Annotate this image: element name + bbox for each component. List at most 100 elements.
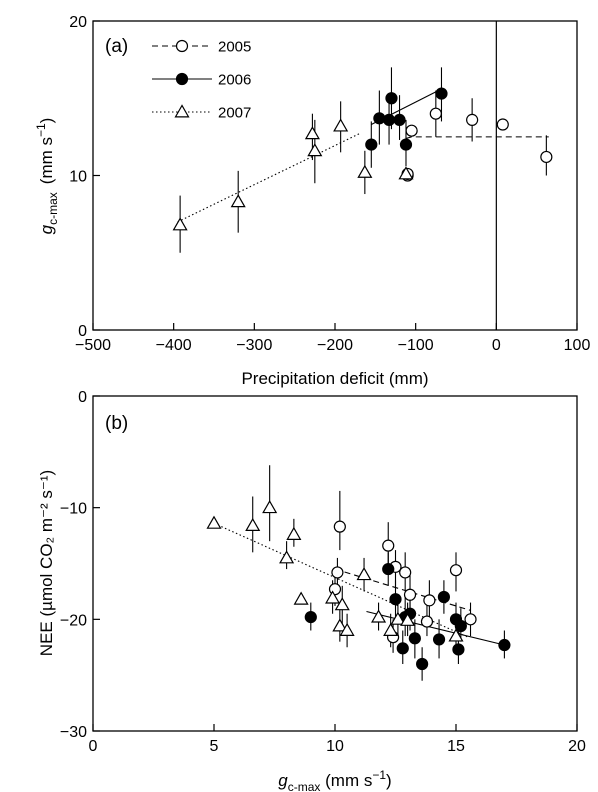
data-point-2006 [365, 138, 378, 151]
panel-a-x-ticks: −500 −400 −300 −200 −100 0 100 [75, 323, 590, 354]
x-tick-label: −200 [317, 337, 353, 354]
data-point-2007 [390, 611, 406, 625]
x-tick-label: 5 [210, 738, 219, 755]
data-point-2007 [172, 217, 188, 231]
panel-a-x-axis-label: Precipitation deficit (mm) [241, 369, 428, 388]
panel-b-x-ticks: 0 5 10 15 20 [89, 724, 586, 755]
panel-b-y-ticks: −30 −20 −10 0 [60, 389, 100, 741]
data-point-2007 [371, 609, 387, 623]
data-point-2006 [416, 657, 429, 671]
data-point-2005 [405, 124, 418, 137]
legend-label-2006: 2006 [218, 72, 251, 89]
data-point-2005 [464, 613, 477, 626]
data-point-2007 [356, 566, 372, 581]
data-point-2006 [452, 643, 465, 656]
legend-marker-2007 [174, 104, 190, 118]
data-point-2005 [399, 566, 412, 579]
data-point-2005 [420, 615, 434, 628]
data-point-2005 [333, 520, 346, 533]
data-point-2007 [279, 550, 295, 564]
x-tick-label: 0 [89, 738, 98, 755]
data-point-2006 [382, 562, 395, 576]
y-tick-label: 10 [69, 169, 87, 186]
data-point-2007 [286, 526, 302, 540]
panel-b-label: (b) [105, 413, 128, 434]
fit-line-2006 [366, 610, 505, 646]
data-point-2007 [293, 591, 309, 605]
x-tick-label: 0 [492, 337, 501, 354]
legend-label-2005: 2005 [218, 39, 251, 56]
panel-b-plot-frame [92, 395, 578, 732]
panel-b-x-axis-label: gc-max (mm s−1) [278, 768, 391, 792]
data-point-2006 [408, 632, 421, 645]
x-tick-label: 15 [447, 738, 465, 755]
panel-a-y-axis-label: gc-max(mm s−1) [34, 118, 60, 235]
data-point-2007 [206, 515, 222, 529]
data-point-2007 [307, 143, 323, 157]
y-tick-label: −20 [60, 612, 87, 629]
data-point-2005 [540, 150, 553, 164]
panel-a-label: (a) [105, 36, 128, 57]
data-point-2007 [334, 597, 350, 611]
data-point-2007 [333, 118, 349, 132]
panel-a-y-ticks: 0 10 20 [69, 14, 100, 340]
data-point-2007 [357, 164, 373, 178]
x-tick-label: −500 [75, 337, 111, 354]
data-point-2006 [437, 590, 450, 604]
x-tick-label: 20 [568, 738, 586, 755]
x-tick-label: 100 [564, 337, 591, 354]
data-point-2006 [399, 138, 413, 151]
data-point-2005 [466, 113, 479, 126]
data-point-2005 [429, 107, 442, 120]
panel-a-plot-frame [92, 20, 578, 331]
data-point-2007 [332, 618, 348, 632]
x-tick-label: 10 [326, 738, 344, 755]
data-point-2007 [262, 499, 278, 514]
legend-label-2007: 2007 [218, 105, 251, 122]
data-point-2005 [496, 118, 509, 131]
panel-a-legend: 2005 2006 2007 [152, 39, 251, 122]
data-point-2006 [396, 642, 409, 655]
data-point-2005 [382, 539, 395, 552]
data-point-2007 [398, 166, 414, 180]
panel-b-y-axis-label: NEE (µmol CO₂ m⁻² s⁻¹) [37, 470, 56, 656]
data-point-2005 [423, 594, 436, 607]
y-tick-label: 0 [78, 389, 87, 406]
data-point-2006 [432, 633, 446, 646]
data-point-2007 [304, 126, 320, 140]
data-point-2006 [382, 113, 396, 126]
legend-marker-2005 [175, 39, 189, 53]
panel-a-data-marks [172, 67, 553, 253]
x-tick-label: −300 [236, 337, 272, 354]
data-point-2006 [435, 87, 448, 100]
data-point-2007 [400, 612, 416, 626]
data-point-2006 [304, 610, 317, 624]
fit-line-2005 [334, 568, 471, 611]
panel-b-data-marks [206, 465, 511, 681]
x-tick-label: −400 [156, 337, 192, 354]
y-tick-label: −10 [60, 501, 87, 518]
data-point-2006 [385, 92, 398, 105]
data-point-2005 [449, 564, 463, 577]
y-tick-label: 20 [69, 14, 87, 31]
data-point-2005 [331, 566, 344, 579]
fit-line-2005 [405, 136, 549, 139]
data-point-2006 [393, 113, 406, 126]
data-point-2007 [339, 622, 355, 636]
legend-marker-2006 [175, 72, 189, 86]
panel-b: 0 5 10 15 20 −30−20−100 (b) gc-max (mm s−1) … [37, 389, 586, 792]
data-point-2007 [245, 517, 261, 532]
fit-line-2007 [177, 133, 360, 223]
data-point-2007 [383, 622, 399, 636]
data-point-2007 [325, 590, 341, 604]
data-point-2007 [230, 194, 246, 208]
data-point-2006 [498, 638, 511, 652]
data-point-2006 [389, 593, 402, 606]
x-tick-label: −100 [398, 337, 434, 354]
data-point-2007 [448, 628, 464, 642]
y-tick-label: −30 [60, 724, 87, 741]
data-point-2005 [403, 588, 417, 601]
data-point-2006 [454, 619, 467, 633]
